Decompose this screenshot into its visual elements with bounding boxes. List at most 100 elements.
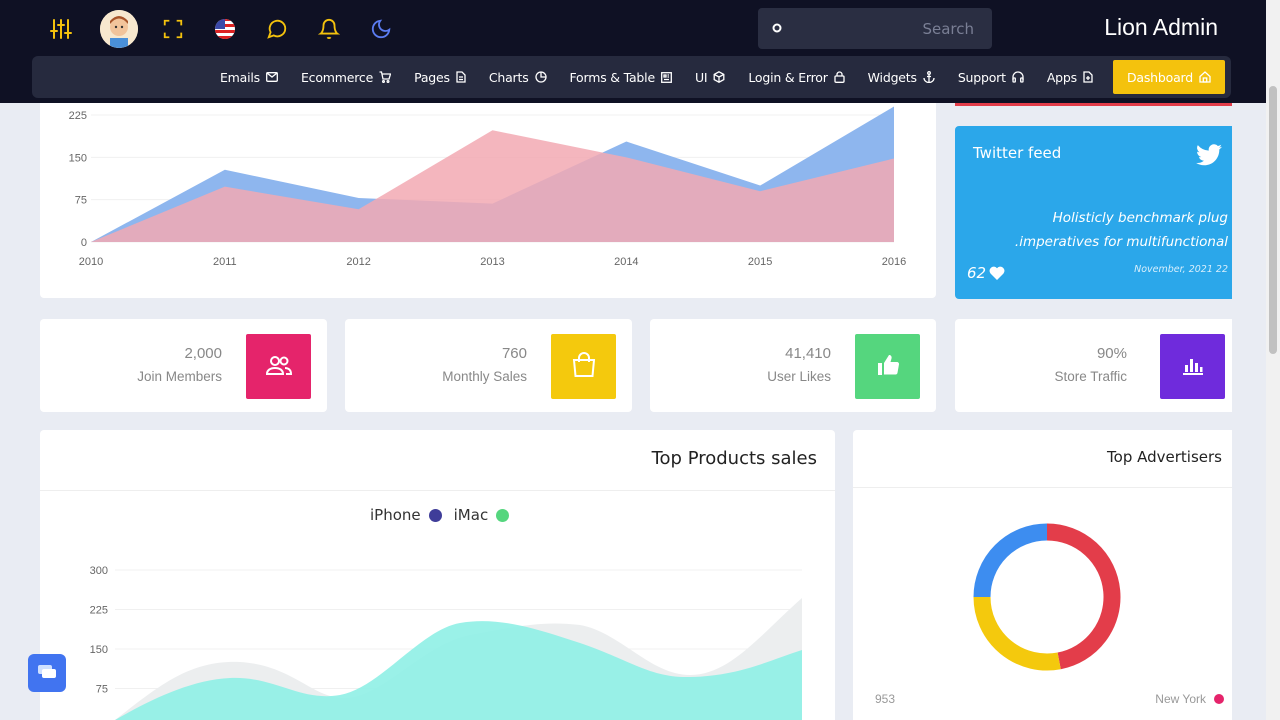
y-tick-label: 75 <box>96 684 108 696</box>
nav-widgets[interactable]: Widgets <box>868 70 935 85</box>
table-icon <box>660 71 672 83</box>
thumbs-up-icon <box>876 353 900 381</box>
legend-dot-iphone <box>428 508 442 522</box>
x-tick-label: 2013 <box>480 256 504 268</box>
y-tick-label: 225 <box>69 110 87 122</box>
search-icon <box>772 20 784 39</box>
bell-icon[interactable] <box>316 16 342 42</box>
card-title: Top Advertisers <box>1107 448 1222 466</box>
twitter-icon[interactable] <box>1196 144 1222 170</box>
y-tick-label: 75 <box>75 195 87 207</box>
revenue-chart-card: 0 75 150 225 2010 2011 2012 2013 2014 2015 2016 <box>40 103 936 298</box>
sliders-icon[interactable] <box>48 16 74 42</box>
chart-legend: iPhone iMac <box>370 506 521 524</box>
nav-ui[interactable]: UI <box>695 70 725 85</box>
users-icon <box>265 355 292 379</box>
file-icon <box>456 71 466 83</box>
y-tick-label: 300 <box>90 565 108 577</box>
nav-emails[interactable]: Emails <box>220 70 278 85</box>
products-area-teal <box>115 621 802 720</box>
nav-label: Apps <box>1046 69 1077 85</box>
nav-label: UI <box>694 69 708 85</box>
avatar[interactable] <box>100 10 138 48</box>
main-nav: Emails Ecommerce Pages Charts Forms & Ta… <box>32 56 1231 98</box>
legend-dot-imac <box>496 508 510 522</box>
legend-dot <box>1214 694 1224 704</box>
x-tick-label: 2014 <box>614 256 638 268</box>
products-area-chart: 75 150 225 300 <box>90 565 802 720</box>
tweet-likes[interactable]: 62 <box>967 264 1005 282</box>
legend-label-iphone: iPhone <box>370 506 421 524</box>
nav-ecommerce[interactable]: Ecommerce <box>300 69 392 85</box>
tweet-line: Holisticly benchmark plug <box>1052 210 1228 226</box>
stat-label: Join Members <box>137 369 222 384</box>
heart-icon <box>989 266 1005 280</box>
anchor-icon <box>923 71 935 83</box>
search-input[interactable] <box>792 16 976 42</box>
nav-support[interactable]: Support <box>958 70 1024 85</box>
tweet-line: .imperatives for multifunctional <box>1014 234 1228 250</box>
top-products-card: Top Products sales iPhone iMac 75 150 225 3… <box>40 430 835 720</box>
nav-label: Charts <box>488 69 529 85</box>
stat-number: 760 <box>501 345 527 362</box>
nav-label: Login & Error <box>748 69 828 85</box>
pie-icon <box>534 71 547 83</box>
twitter-title: Twitter feed <box>973 144 1062 162</box>
donut-slice-0 <box>1046 523 1121 670</box>
nav-charts[interactable]: Charts <box>489 70 547 85</box>
footer-label: New York <box>1155 692 1224 706</box>
stat-label: User Likes <box>767 369 831 384</box>
y-tick-label: 150 <box>90 644 108 656</box>
fullscreen-icon[interactable] <box>160 16 186 42</box>
tweet-text: Holisticly benchmark plug .imperatives f… <box>998 206 1228 254</box>
y-tick-label: 225 <box>90 605 108 617</box>
nav-login-error[interactable]: Login & Error <box>748 69 845 85</box>
chat-bubble-icon[interactable] <box>264 16 290 42</box>
likes-count: 62 <box>967 264 987 282</box>
nav-dashboard[interactable]: Dashboard <box>1112 60 1225 94</box>
lock-icon <box>834 71 845 83</box>
footer-value: 953 <box>875 692 896 706</box>
nav-label: Dashboard <box>1126 69 1193 85</box>
stat-number: 41,410 <box>785 345 831 362</box>
file-icon <box>1083 71 1093 83</box>
moon-icon[interactable] <box>368 16 394 42</box>
page-scrollbar[interactable] <box>1266 0 1280 720</box>
area-series-1 <box>91 130 894 242</box>
donut-chart <box>973 523 1121 671</box>
stat-icon-box <box>551 334 616 399</box>
twitter-feed-card: Twitter feed Holisticly benchmark plug .… <box>955 126 1232 299</box>
footer-label-text: New York <box>1155 692 1206 706</box>
us-flag-icon[interactable] <box>212 16 238 42</box>
stat-icon-box <box>1160 334 1225 399</box>
nav-label: Widgets <box>867 69 917 85</box>
tweet-date: November, 2021 22 <box>1134 264 1228 275</box>
cart-icon <box>379 71 392 83</box>
top-bar: Lion Admin Emails Ecommerce Pages Charts… <box>0 0 1266 103</box>
nav-forms-table[interactable]: Forms & Table <box>570 70 672 85</box>
y-tick-label: 150 <box>69 152 87 164</box>
x-tick-label: 2011 <box>213 256 237 268</box>
shopping-bag-icon <box>572 351 596 382</box>
stat-label: Monthly Sales <box>442 369 527 384</box>
scrollbar-thumb[interactable] <box>1269 86 1277 354</box>
donut-slice-2 <box>973 523 1048 598</box>
stat-icon-box <box>246 334 311 399</box>
chat-launcher-button[interactable] <box>28 654 66 692</box>
nav-pages[interactable]: Pages <box>414 70 466 85</box>
legend-label-imac: iMac <box>453 506 489 524</box>
nav-apps[interactable]: Apps <box>1047 70 1093 85</box>
search-box <box>758 8 992 49</box>
stat-icon-box <box>855 334 920 399</box>
home-icon <box>1199 71 1211 83</box>
nav-label: Support <box>957 69 1006 85</box>
divider <box>40 490 835 491</box>
chat-icon <box>38 664 56 683</box>
card-title: Top Products sales <box>651 448 817 469</box>
nav-label: Ecommerce <box>300 69 374 85</box>
stat-card-likes: 41,410 User Likes <box>650 319 936 412</box>
top-advertisers-card: Top Advertisers 953 New York <box>853 430 1232 720</box>
stat-number: 90% <box>1096 345 1127 362</box>
y-tick-label: 0 <box>81 237 87 249</box>
x-tick-label: 2010 <box>79 256 103 268</box>
